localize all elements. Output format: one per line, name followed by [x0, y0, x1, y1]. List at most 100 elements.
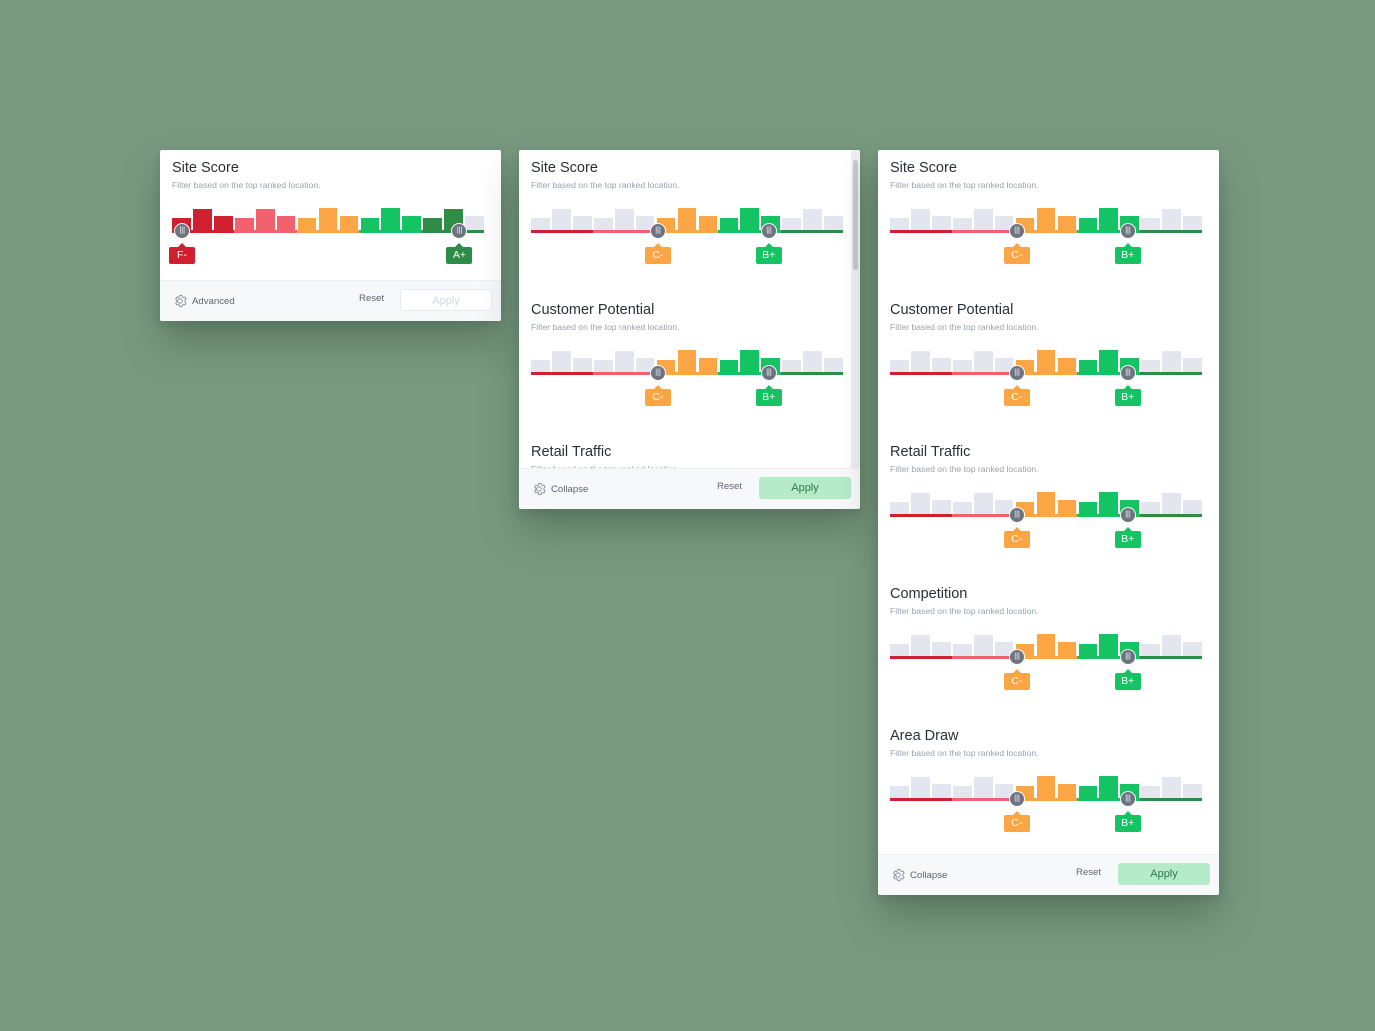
range-track-segment: [655, 230, 719, 233]
range-track[interactable]: [890, 372, 1202, 375]
filter-subtitle: Filter based on the top ranked location.: [890, 322, 1039, 332]
range-handle-max[interactable]: |||: [1119, 791, 1136, 807]
histogram-bar: [1162, 635, 1182, 659]
grip-lines-icon: |||: [655, 226, 661, 234]
filter-title: Area Draw: [890, 728, 959, 744]
reset-button[interactable]: Reset: [359, 293, 385, 304]
grip-lines-icon: |||: [1124, 794, 1131, 802]
histogram-bar: [1057, 783, 1077, 801]
range-handle-min[interactable]: |||: [174, 223, 190, 239]
histogram-bar: [910, 635, 930, 659]
range-track-segment: [1077, 230, 1140, 233]
histogram-bar: [1057, 641, 1077, 659]
filter-list: Site Score Filter based on the top ranked…: [160, 150, 501, 281]
histogram-bar: [614, 351, 634, 375]
filter-section: Site Score Filter based on the top ranked…: [531, 150, 845, 270]
grade-label-max: B+: [1114, 385, 1141, 406]
range-track-segment: [234, 230, 297, 233]
histogram-bar: [423, 217, 443, 233]
range-track-segment: [531, 230, 594, 233]
range-handle-max[interactable]: |||: [1119, 507, 1136, 523]
histogram-bar: [465, 215, 484, 233]
range-track[interactable]: [890, 514, 1202, 517]
histogram-bar: [1162, 351, 1182, 375]
histogram-bar: [1078, 501, 1098, 517]
histogram-bar: [614, 209, 634, 233]
range-handle-min[interactable]: |||: [1008, 507, 1025, 523]
histogram-bar: [973, 493, 993, 517]
reset-button[interactable]: Reset: [717, 481, 743, 492]
grade-label-max: A+: [446, 243, 473, 264]
grip-lines-icon: |||: [179, 226, 185, 234]
filter-section: Retail Traffic Filter based on the top ra…: [890, 434, 1204, 554]
histogram: [890, 631, 1202, 659]
histogram-bar: [318, 208, 338, 233]
histogram-bar: [931, 215, 951, 233]
apply-button[interactable]: Apply: [400, 289, 492, 311]
range-handle-min[interactable]: |||: [649, 223, 666, 239]
filter-subtitle: Filter based on the top ranked location.: [890, 606, 1039, 616]
range-handle-min[interactable]: |||: [1008, 791, 1025, 807]
range-track-segment: [1077, 514, 1140, 517]
range-handle-max[interactable]: |||: [1119, 365, 1136, 381]
histogram-bar: [1141, 785, 1161, 801]
histogram-bar: [593, 359, 613, 375]
filter-panel-compact: Site Score Filter based on the top ranked…: [160, 150, 501, 321]
range-track-segment: [952, 656, 1015, 659]
histogram-bar: [1183, 499, 1202, 517]
range-track-segment: [593, 372, 656, 375]
range-track[interactable]: [890, 798, 1202, 801]
histogram-bar: [531, 217, 550, 233]
histogram-bar: [824, 357, 843, 375]
range-handle-max[interactable]: |||: [1119, 649, 1136, 665]
grade-label-min: C-: [1003, 527, 1030, 548]
histogram-bar: [1141, 359, 1161, 375]
histogram-bar: [1078, 643, 1098, 659]
histogram-bar: [890, 643, 909, 659]
histogram-bar: [192, 209, 212, 233]
histogram-bar: [973, 777, 993, 801]
range-track[interactable]: [531, 372, 843, 375]
apply-button[interactable]: Apply: [759, 477, 851, 499]
filter-subtitle: Filter based on the top ranked location.: [890, 748, 1039, 758]
scrollbar-thumb[interactable]: [853, 160, 858, 270]
range-handle-max[interactable]: |||: [1119, 223, 1136, 239]
range-handle-min[interactable]: |||: [649, 365, 666, 381]
grip-lines-icon: |||: [1014, 652, 1020, 660]
grade-label-max: B+: [755, 243, 782, 264]
histogram-bar: [973, 635, 993, 659]
range-handle-min[interactable]: |||: [1008, 649, 1025, 665]
collapse-toggle[interactable]: Collapse: [531, 480, 588, 498]
grade-label-max: B+: [1114, 669, 1141, 690]
range-handle-max[interactable]: |||: [760, 365, 777, 381]
histogram-bar: [698, 215, 718, 233]
grip-lines-icon: |||: [1124, 226, 1131, 234]
apply-button[interactable]: Apply: [1118, 863, 1210, 885]
filter-subtitle: Filter based on the top ranked location.: [531, 464, 680, 469]
histogram-bar: [551, 209, 571, 233]
grip-lines-icon: |||: [765, 226, 772, 234]
scrollbar[interactable]: [851, 150, 860, 469]
histogram-bar: [1141, 501, 1161, 517]
filter-section: Area Draw Filter based on the top ranked …: [890, 718, 1204, 838]
histogram-bar: [1099, 492, 1119, 517]
filter-title: Customer Potential: [531, 302, 655, 318]
reset-button[interactable]: Reset: [1076, 867, 1102, 878]
range-track[interactable]: [172, 230, 484, 233]
range-track[interactable]: [890, 656, 1202, 659]
histogram-bar: [931, 641, 951, 659]
range-handle-min[interactable]: |||: [1008, 223, 1025, 239]
range-track-segment: [1014, 798, 1078, 801]
filter-title: Site Score: [172, 160, 239, 176]
range-handle-max[interactable]: |||: [760, 223, 777, 239]
range-track-segment: [1077, 656, 1140, 659]
range-track[interactable]: [531, 230, 843, 233]
collapse-toggle[interactable]: Collapse: [890, 866, 947, 884]
advanced-toggle[interactable]: Advanced: [172, 292, 235, 310]
range-handle-min[interactable]: |||: [1008, 365, 1025, 381]
range-handle-max[interactable]: |||: [451, 223, 468, 239]
range-track[interactable]: [890, 230, 1202, 233]
collapse-label: Collapse: [551, 483, 589, 495]
grade-label-min: C-: [1003, 669, 1030, 690]
range-track-segment: [1014, 372, 1078, 375]
